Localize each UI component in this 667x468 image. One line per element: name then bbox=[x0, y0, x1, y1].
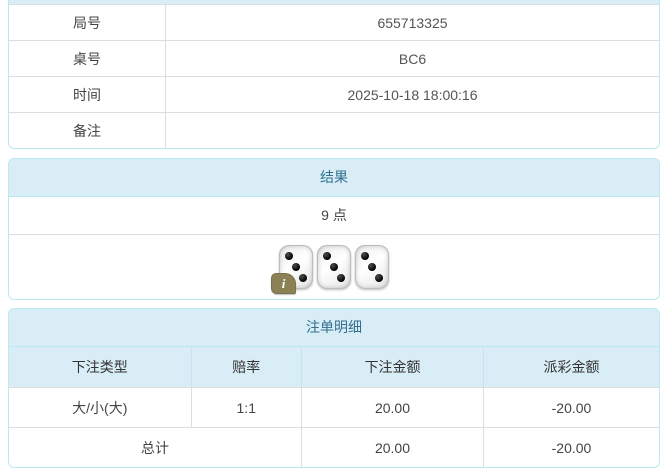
odds-cell: 1:1 bbox=[190, 387, 302, 428]
total-label-cell: 总计 bbox=[9, 427, 302, 467]
column-bet-amount: 下注金额 bbox=[301, 347, 484, 388]
result-points: 9 点 bbox=[9, 197, 659, 235]
remark-label: 备注 bbox=[9, 113, 166, 148]
result-panel-title: 结果 bbox=[9, 159, 659, 197]
die-2 bbox=[317, 245, 351, 289]
dice-row: i bbox=[9, 235, 659, 299]
die-pip bbox=[368, 263, 376, 271]
die-pip bbox=[330, 263, 338, 271]
info-tooltip-icon[interactable]: i bbox=[271, 273, 296, 294]
die-pip bbox=[375, 274, 384, 283]
total-amount-cell: 20.00 bbox=[301, 427, 484, 467]
die-pip bbox=[337, 274, 346, 283]
time-label: 时间 bbox=[9, 77, 166, 112]
cropped-panel-heading bbox=[9, 0, 659, 4]
panel-gap bbox=[8, 149, 660, 158]
die-1: i bbox=[271, 245, 313, 294]
result-panel: 结果 9 点 i bbox=[8, 158, 660, 300]
total-row: 总计 20.00 -20.00 bbox=[9, 427, 659, 467]
die-pip bbox=[322, 251, 331, 260]
bet-details-title: 注单明细 bbox=[9, 309, 659, 347]
die-pip bbox=[299, 274, 308, 283]
die-pip bbox=[284, 251, 293, 260]
remark-row: 备注 bbox=[9, 112, 659, 148]
bet-amount-cell: 20.00 bbox=[301, 387, 484, 428]
payout-cell: -20.00 bbox=[483, 387, 659, 428]
die-3 bbox=[355, 245, 389, 289]
bet-row: 大/小(大) 1:1 20.00 -20.00 bbox=[9, 387, 659, 428]
panel-gap bbox=[8, 300, 660, 308]
column-bet-type: 下注类型 bbox=[9, 347, 191, 388]
total-payout-cell: -20.00 bbox=[483, 427, 659, 467]
bet-details-table: 下注类型 赔率 下注金额 派彩金额 大/小(大) 1:1 20.00 -20.0… bbox=[9, 347, 659, 467]
column-odds: 赔率 bbox=[190, 347, 302, 388]
round-info-panel: 局号 655713325 桌号 BC6 时间 2025-10-18 18:00:… bbox=[8, 0, 660, 149]
time-value: 2025-10-18 18:00:16 bbox=[347, 86, 478, 103]
column-payout-amount: 派彩金额 bbox=[483, 347, 659, 388]
bet-table-header-row: 下注类型 赔率 下注金额 派彩金额 bbox=[9, 347, 659, 388]
remark-value bbox=[166, 113, 659, 148]
time-row: 时间 2025-10-18 18:00:16 bbox=[9, 76, 659, 112]
die-pip bbox=[292, 263, 300, 271]
table-number-label: 桌号 bbox=[9, 41, 166, 76]
die-pip bbox=[360, 251, 369, 260]
table-number-value: BC6 bbox=[398, 50, 427, 67]
bet-details-panel: 注单明细 下注类型 赔率 下注金额 派彩金额 大/小(大) 1:1 20.00 … bbox=[8, 308, 660, 468]
round-id-value: 655713325 bbox=[377, 14, 448, 31]
round-id-label: 局号 bbox=[9, 5, 166, 40]
bet-type-cell: 大/小(大) bbox=[9, 387, 191, 428]
round-id-row: 局号 655713325 bbox=[9, 4, 659, 40]
table-number-row: 桌号 BC6 bbox=[9, 40, 659, 76]
